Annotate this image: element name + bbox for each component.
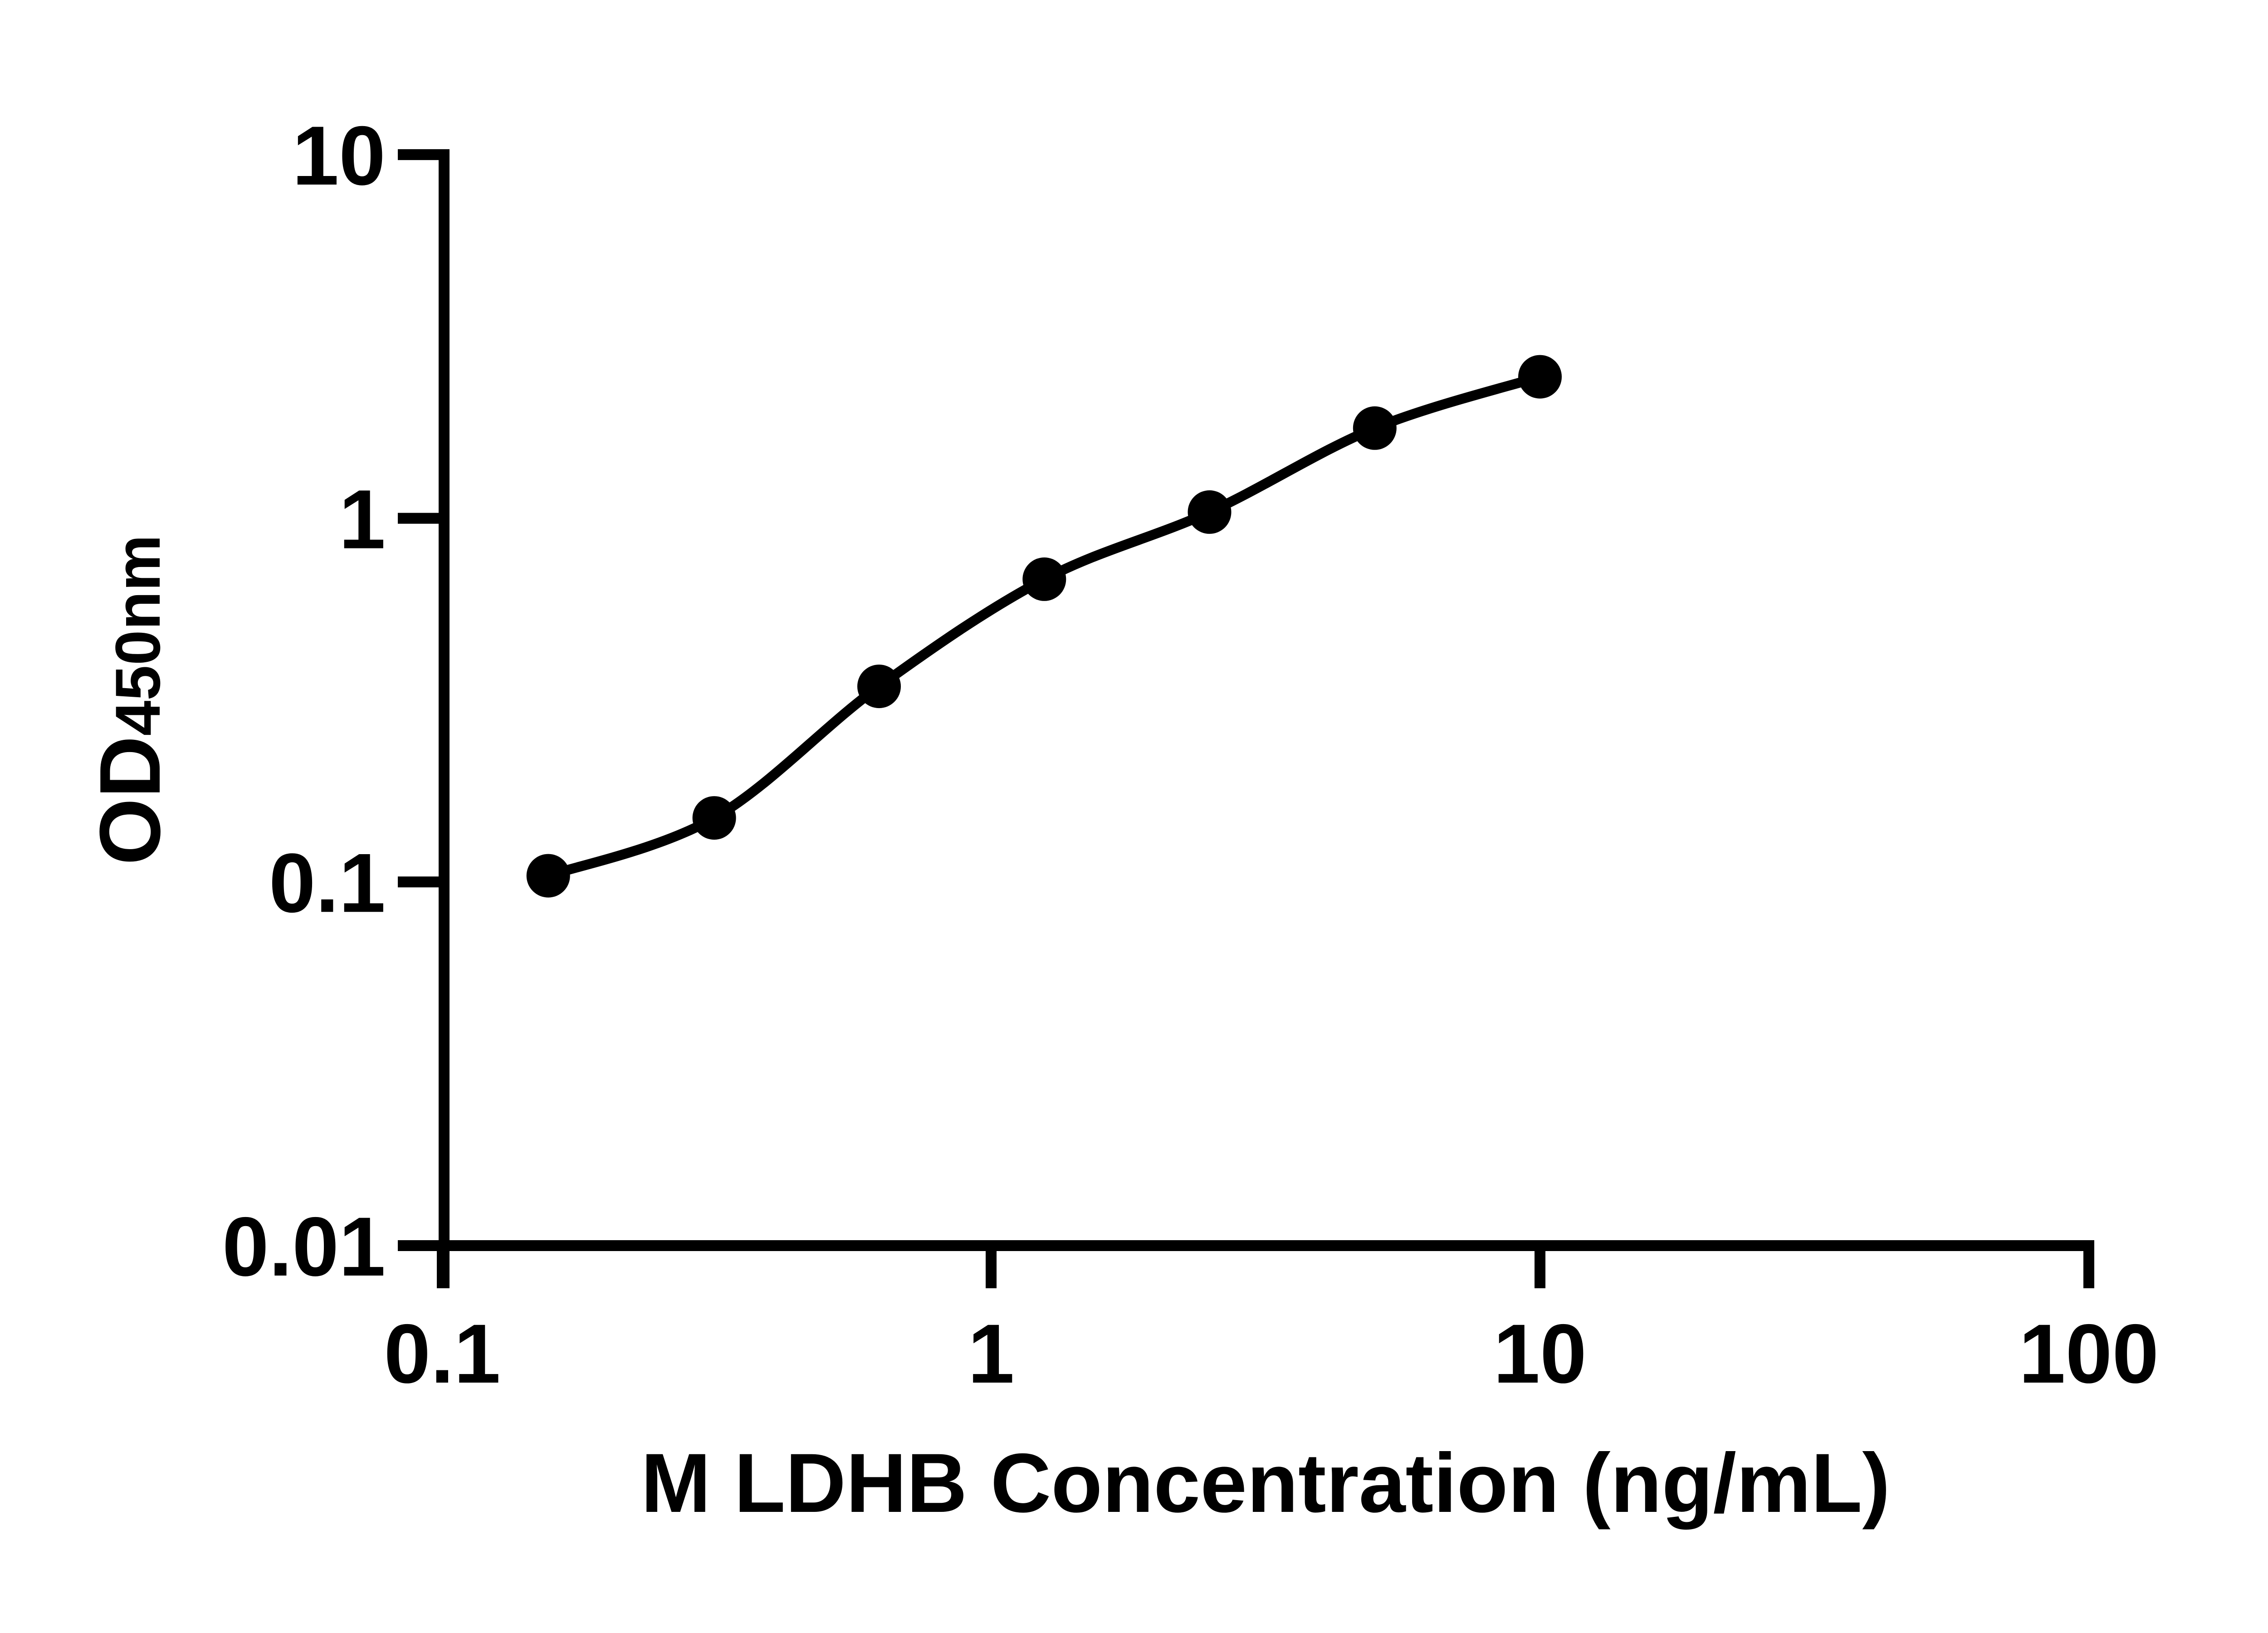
x-tick-label-10: 10 [1493,1307,1587,1401]
y-tick-label-0.01: 0.01 [222,1200,386,1294]
data-point-4 [1022,557,1066,601]
data-point-7 [1518,355,1562,399]
y-axis-title-main: OD [82,736,178,865]
standard-curve-line [547,372,1542,880]
data-point-1 [526,854,570,898]
y-tick-label-1: 1 [339,473,386,567]
x-tick-label-0.1: 0.1 [384,1307,500,1401]
data-point-2 [692,796,736,840]
y-axis-title-sub: 450nm [102,535,173,736]
y-axis-title: OD450nm [82,535,178,865]
data-series [526,355,1562,898]
x-axis-title: M LDHB Concentration (ng/mL) [641,1437,1890,1530]
tick-labels: 10 1 0.1 0.01 0.1 1 10 100 [222,109,2159,1401]
data-point-5 [1188,490,1232,534]
tick-marks [398,149,2094,1288]
x-tick-label-1: 1 [968,1307,1015,1401]
y-tick-label-0.1: 0.1 [269,836,386,930]
data-point-3 [857,665,901,709]
x-tick-label-100: 100 [2019,1307,2159,1401]
y-tick-label-10: 10 [292,109,386,203]
axes [398,149,2094,1288]
data-point-6 [1353,406,1397,450]
